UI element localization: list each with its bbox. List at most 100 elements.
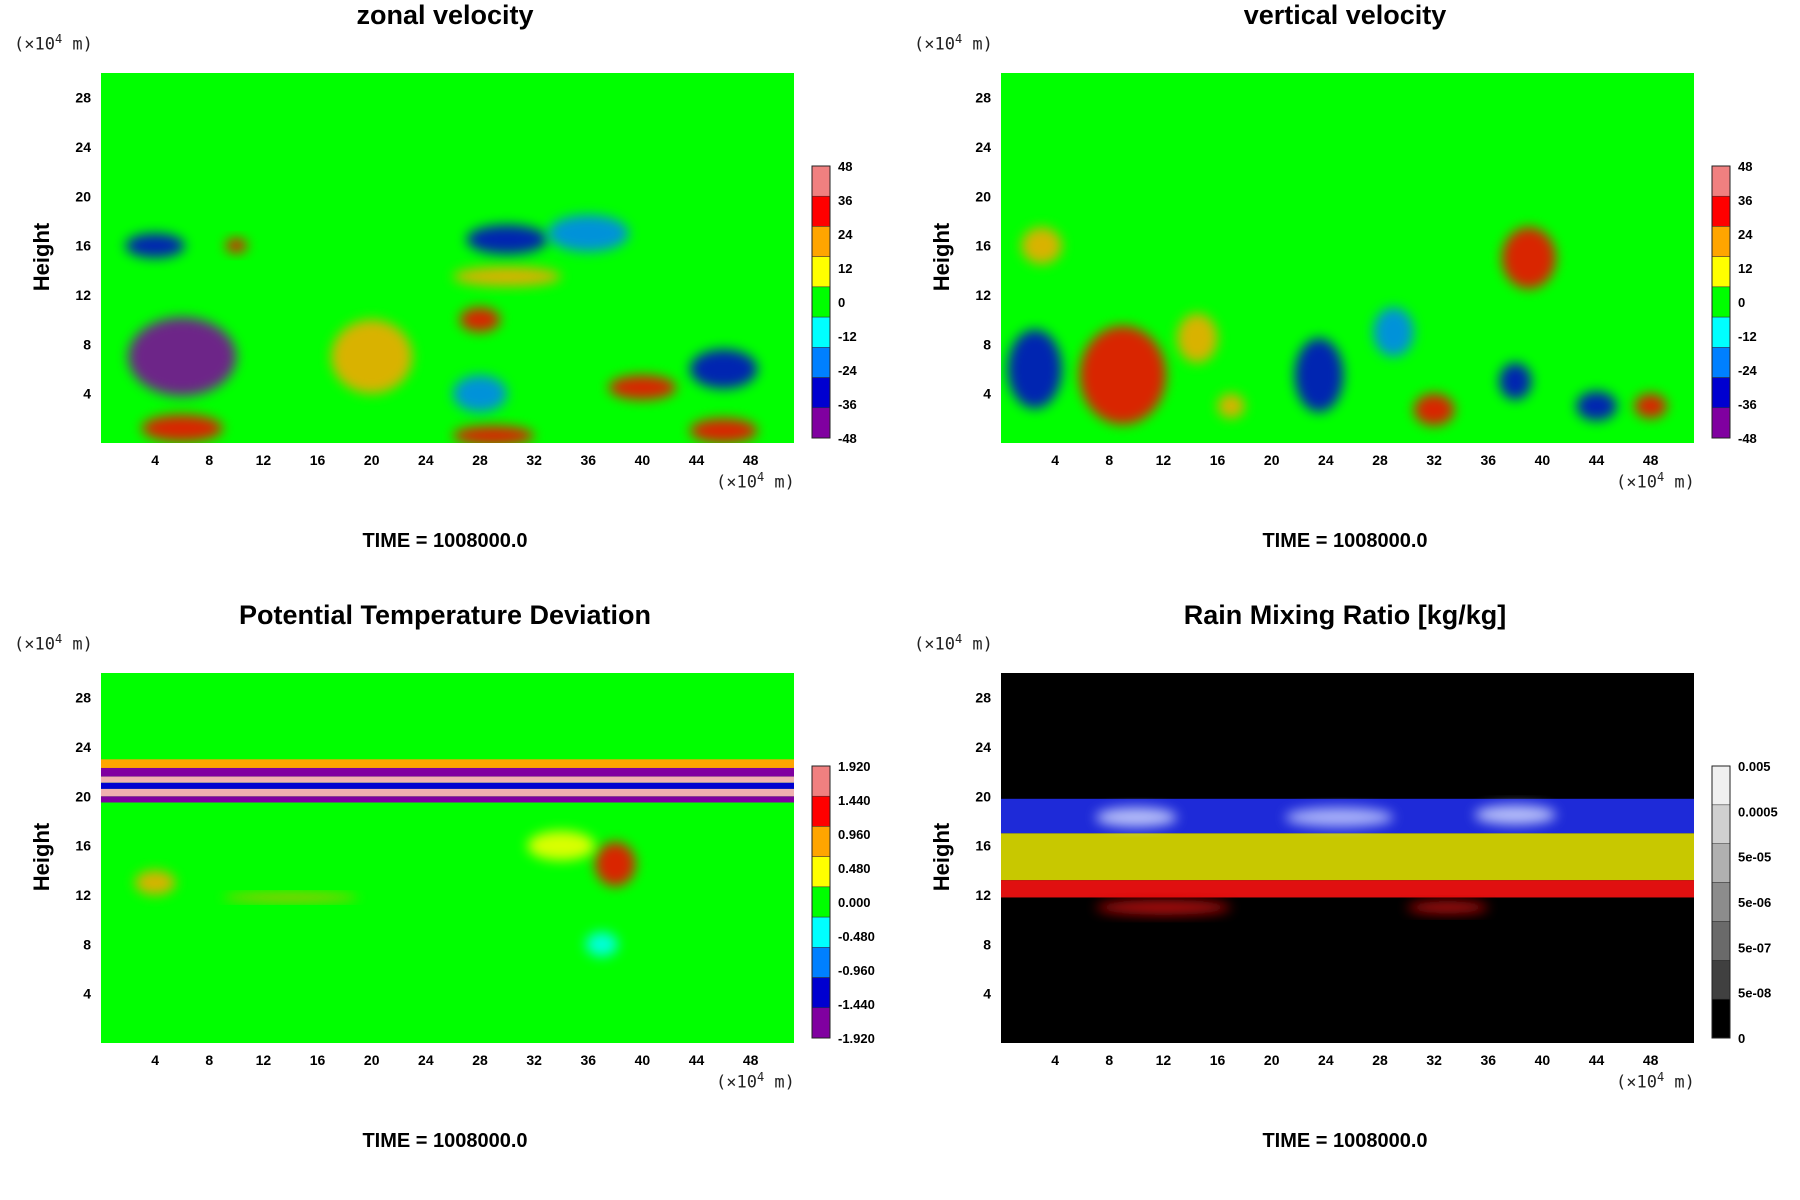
y-tick-label: 8 <box>983 336 991 352</box>
field-blob <box>1095 899 1232 915</box>
colorbar-label: 24 <box>1738 227 1753 242</box>
y-tick-label: 4 <box>83 986 91 1002</box>
colorbar-label: -1.920 <box>838 1031 875 1046</box>
x-tick-label: 24 <box>1318 1052 1334 1068</box>
field-band <box>101 767 794 777</box>
x-tick-label: 24 <box>1318 452 1334 468</box>
chart-panel-potential-temperature: Potential Temperature Deviation (×104 m)… <box>0 600 900 1200</box>
field-blob <box>1499 362 1532 400</box>
chart-panel-zonal-velocity: zonal velocity (×104 m) Height 4 8 12 16 20 2… <box>0 0 900 600</box>
x-tick-label: 44 <box>1589 1052 1605 1068</box>
x-tick-label: 28 <box>472 1052 488 1068</box>
colorbar-swatch <box>1711 407 1731 439</box>
y-tick-label: 16 <box>975 838 991 854</box>
x-tick-label: 8 <box>1105 1052 1113 1068</box>
chart-panel-rain-mixing-ratio: Rain Mixing Ratio [kg/kg] (×104 m) Heigh… <box>900 600 1800 1200</box>
y-tick-label: 16 <box>75 838 91 854</box>
field-blob <box>1294 338 1344 413</box>
x-tick-label: 32 <box>526 1052 542 1068</box>
field-layer <box>125 214 758 443</box>
field-blob <box>1576 391 1617 421</box>
field-blob <box>689 349 758 389</box>
x-tick-label: 4 <box>1051 1052 1059 1068</box>
field-layer <box>101 759 794 957</box>
heatmap-plot: 4 8 12 16 20 24 28 32 36 40 44 484812162024281.9201… <box>75 673 875 1068</box>
colorbar-swatch <box>1711 316 1731 348</box>
x-tick-label: 44 <box>689 1052 705 1068</box>
field-blob <box>1079 325 1167 425</box>
time-label: TIME = 1008000.0 <box>362 530 528 552</box>
field-band <box>101 776 794 783</box>
field-layer <box>1007 227 1667 426</box>
colorbar-label: -48 <box>838 431 857 446</box>
y-tick-label: 16 <box>975 238 991 254</box>
y-tick-label: 28 <box>75 90 91 106</box>
field-blob <box>1407 901 1489 914</box>
colorbar-label: 5e-05 <box>1738 850 1771 865</box>
colorbar-swatch <box>1711 226 1731 257</box>
y-unit-label: (×104 m) <box>914 632 993 655</box>
colorbar-label: 24 <box>838 227 853 242</box>
field-blob <box>225 238 248 254</box>
colorbar-swatch <box>1711 998 1731 1039</box>
x-tick-label: 20 <box>1264 452 1280 468</box>
x-unit-label: (×104 m) <box>716 470 795 493</box>
field-blob <box>466 224 548 255</box>
x-tick-label: 4 <box>151 452 159 468</box>
field-blob <box>331 319 413 394</box>
plot-background <box>101 673 794 1043</box>
colorbar-swatch <box>1711 195 1731 227</box>
field-blob <box>1176 313 1218 363</box>
y-tick-label: 20 <box>975 788 991 804</box>
y-tick-label: 12 <box>75 287 91 303</box>
y-tick-label: 20 <box>975 188 991 204</box>
colorbar-label: 12 <box>1738 261 1752 276</box>
x-tick-label: 12 <box>1156 1052 1172 1068</box>
x-tick-label: 48 <box>1643 1052 1659 1068</box>
field-blob <box>452 266 562 287</box>
x-tick-label: 24 <box>418 452 434 468</box>
y-tick-label: 28 <box>975 90 991 106</box>
x-tick-label: 44 <box>1589 452 1605 468</box>
colorbar-swatch <box>811 165 831 197</box>
colorbar-label: 5e-06 <box>1738 895 1771 910</box>
colorbar-swatch <box>811 407 831 439</box>
x-tick-label: 36 <box>580 452 596 468</box>
colorbar-label: 48 <box>838 159 852 174</box>
x-tick-label: 8 <box>1105 452 1113 468</box>
field-blob <box>595 841 636 887</box>
field-blob <box>134 870 176 895</box>
field-blob <box>1095 807 1177 828</box>
field-blob <box>452 375 508 413</box>
field-blob <box>1634 393 1667 419</box>
colorbar-label: 0.960 <box>838 827 871 842</box>
field-band <box>101 782 794 789</box>
field-band <box>101 796 794 803</box>
field-blob <box>125 233 185 258</box>
colorbar-label: 5e-08 <box>1738 986 1771 1001</box>
chart-title: vertical velocity <box>1243 0 1447 30</box>
x-unit-label: (×104 m) <box>716 1070 795 1093</box>
x-tick-label: 20 <box>364 452 380 468</box>
field-blob <box>689 418 758 443</box>
x-tick-label: 8 <box>205 452 213 468</box>
colorbar-frame <box>1711 165 1731 439</box>
colorbar-swatch <box>811 377 831 409</box>
x-tick-label: 16 <box>310 452 326 468</box>
colorbar-label: -0.480 <box>838 929 875 944</box>
x-tick-label: 12 <box>256 1052 272 1068</box>
y-tick-label: 12 <box>975 287 991 303</box>
colorbar-swatch <box>811 765 831 797</box>
field-blob <box>1474 804 1556 825</box>
field-blob <box>128 317 237 397</box>
y-tick-label: 12 <box>75 887 91 903</box>
colorbar-label: 36 <box>1738 193 1752 208</box>
colorbar-swatch <box>1711 960 1731 1000</box>
y-unit-label: (×104 m) <box>914 32 993 55</box>
y-tick-label: 4 <box>83 386 91 402</box>
colorbar-swatch <box>811 886 831 918</box>
y-tick-label: 12 <box>975 887 991 903</box>
colorbar-swatch <box>811 916 831 948</box>
x-tick-label: 12 <box>1156 452 1172 468</box>
colorbar-swatch <box>811 826 831 857</box>
